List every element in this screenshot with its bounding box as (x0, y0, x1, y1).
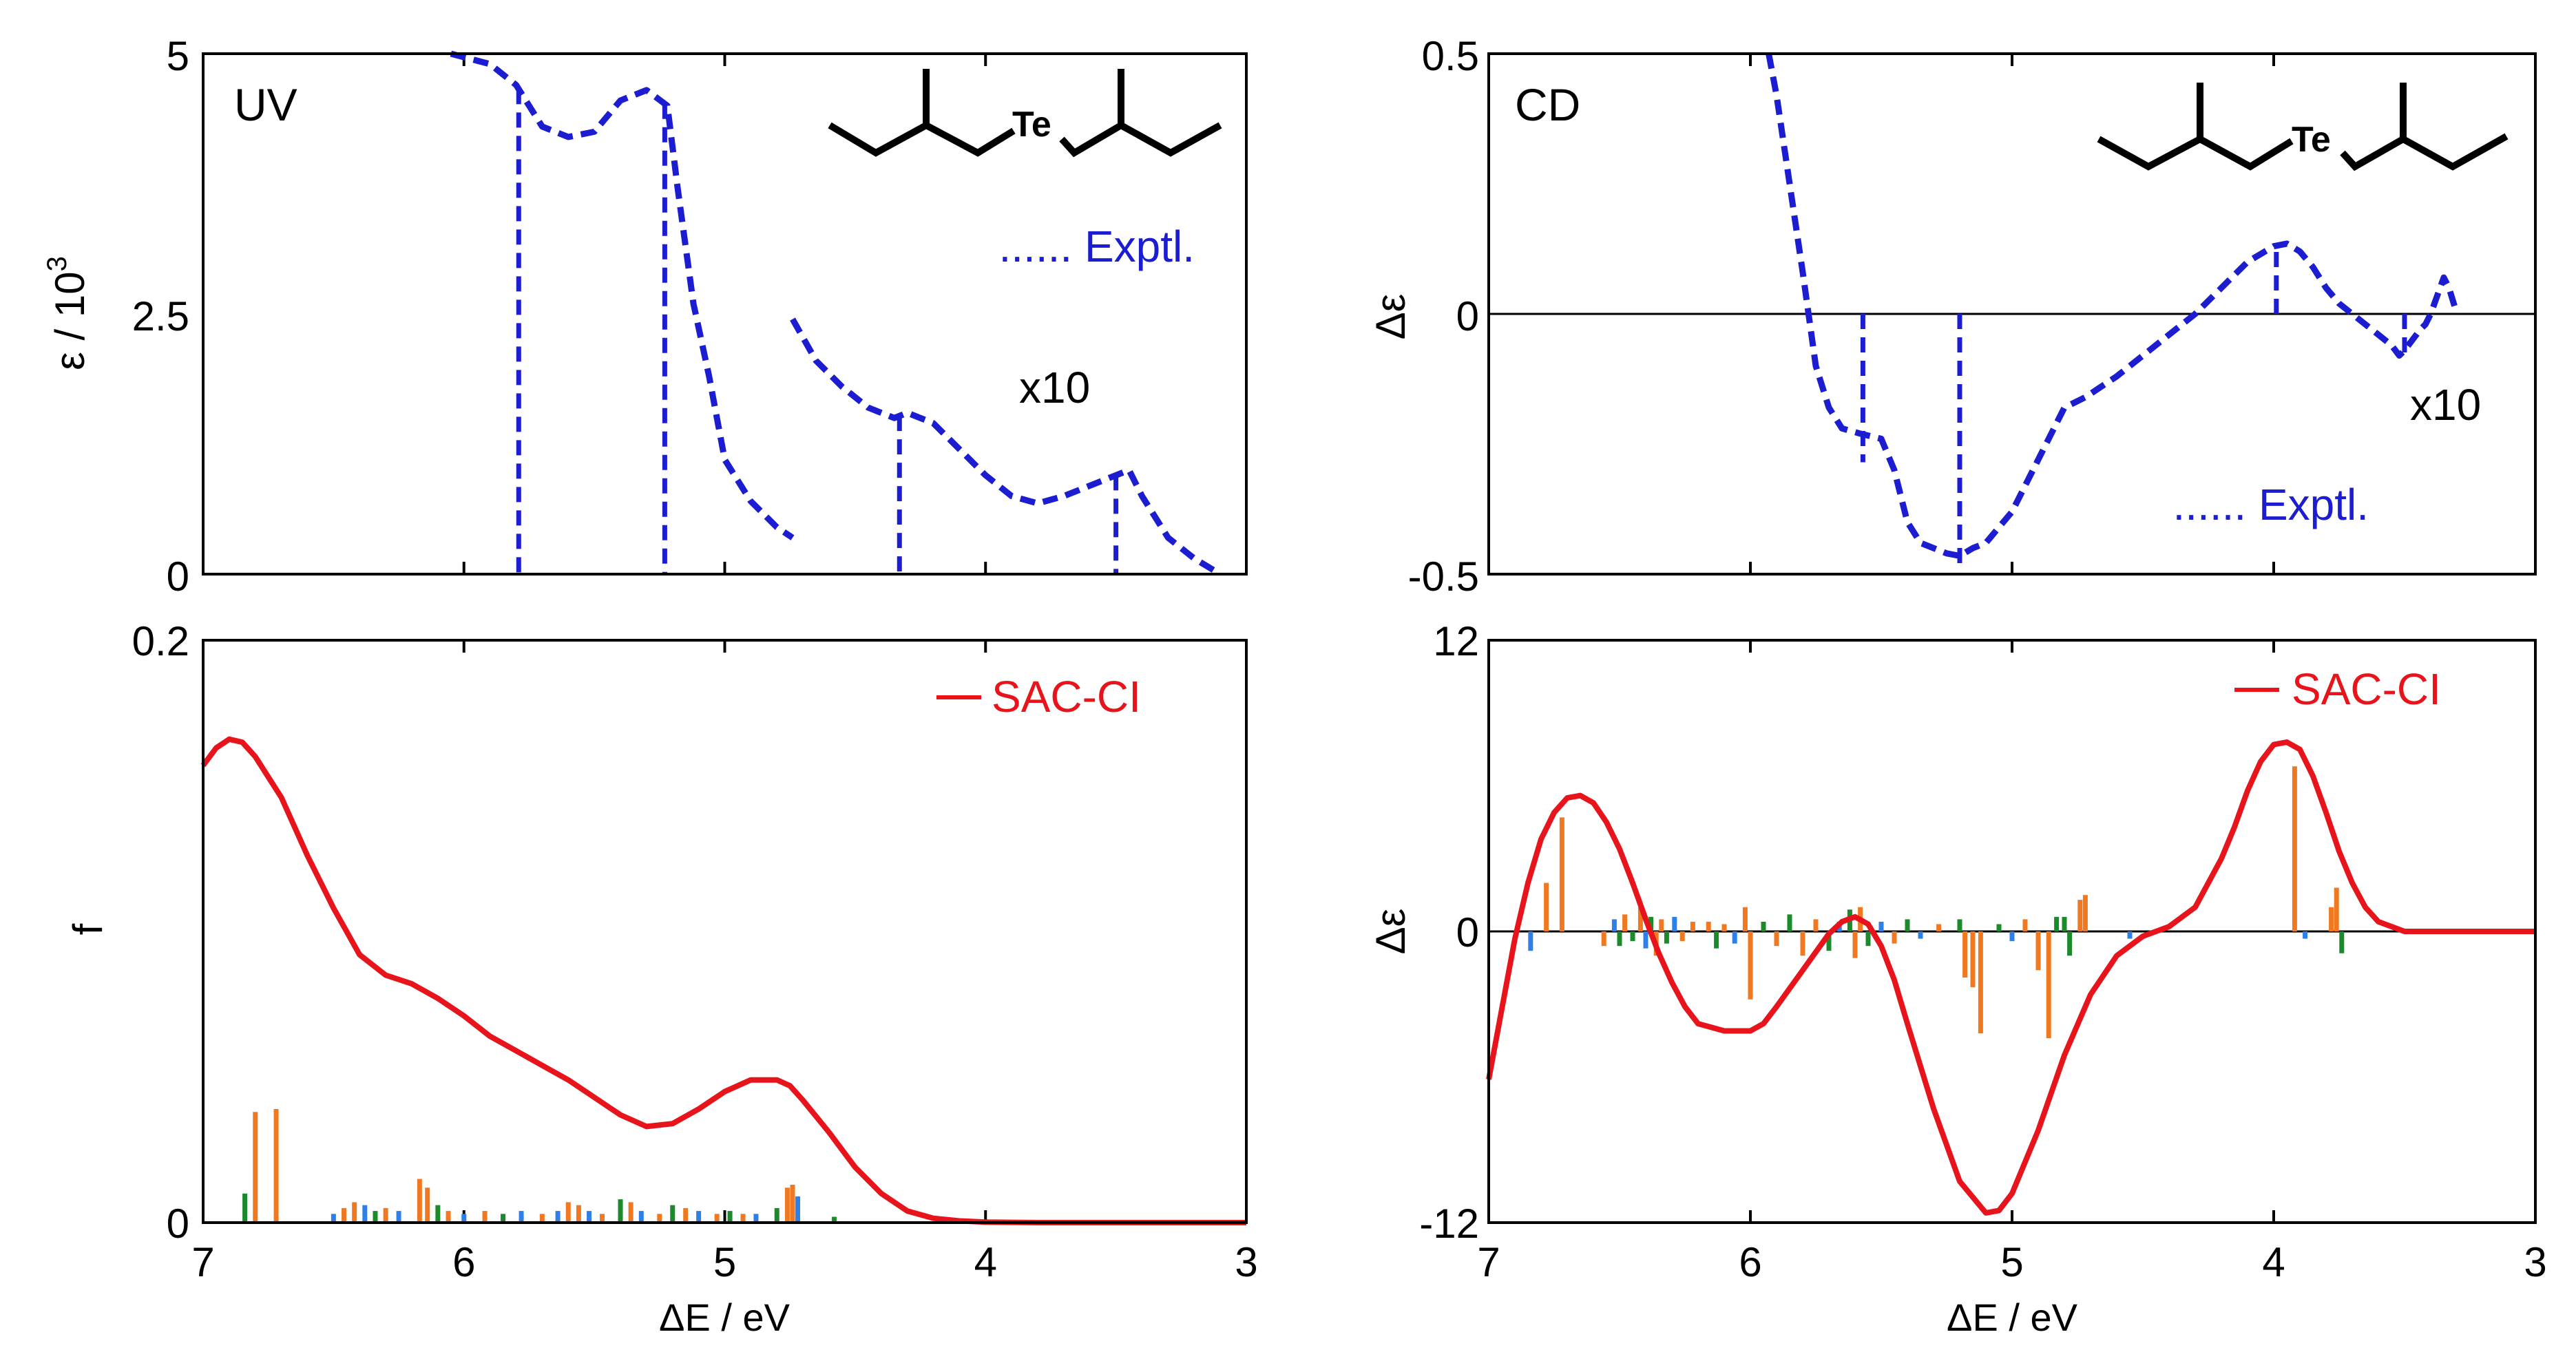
uv-sacci-ylabel: f (65, 923, 111, 935)
cd-sacci-panel: -12 0 12 Δε SAC-CI ΔE / eV (1368, 618, 2537, 1339)
uv-x10-annotation: x10 (1019, 363, 1090, 412)
uv-ytick-2.5: 2.5 (132, 293, 189, 339)
uv-sacci-ytick-0.2: 0.2 (132, 618, 189, 664)
xticks-right-7: 7 (1477, 1239, 1500, 1285)
cd-sacci-series-0 (1486, 739, 2535, 1216)
uv-ylabel: ε / 103 (42, 256, 93, 370)
cd-exptl-panel: CD -0.5 0 0.5 Δε ...... Exptl. x10 Te (1368, 33, 2537, 600)
xticks-left-7: 7 (191, 1239, 214, 1285)
xticks-left-6: 6 (452, 1239, 475, 1285)
cd-xlabel: ΔE / eV (1947, 1296, 2078, 1339)
uv-exptl-panel: UV 0 2.5 5 ε / 103 ...... Exptl. x10 Te (42, 33, 1248, 600)
xticks-right-5: 5 (2000, 1239, 2023, 1285)
cd-ytick-0.5: 0.5 (1422, 33, 1479, 79)
cd-sacci-ylabel: Δε (1368, 909, 1414, 955)
cd-sacci-frame (1487, 639, 2537, 1224)
cd-exptl-legend: ...... Exptl. (2172, 480, 2369, 529)
uv-xlabel: ΔE / eV (659, 1296, 790, 1339)
uv-exptl-frame (202, 52, 1248, 576)
cd-sacci-ytick--12: -12 (1419, 1201, 1479, 1247)
xticks-right-6: 6 (1739, 1239, 1761, 1285)
uv-sacci-ytick-0: 0 (167, 1201, 189, 1247)
uv-ytick-0: 0 (167, 553, 189, 600)
xticks-left-4: 4 (974, 1239, 997, 1285)
cd-panel-label: CD (1515, 79, 1580, 130)
cd-molecule-structure: Te (2097, 83, 2509, 171)
uv-exptl-series-1 (790, 317, 1222, 577)
uv-x-tick-labels: 7 6 5 4 3 (191, 1239, 1257, 1285)
uv-panel-label: UV (234, 79, 297, 130)
uv-sacci-panel: 0 0.2 f SAC-CI ΔE / eV (65, 618, 1248, 1339)
cd-sacci-legend: SAC-CI (2292, 664, 2441, 714)
uv-molecule-structure: Te (828, 69, 1222, 158)
cd-molecule-te-label: Te (2292, 120, 2331, 160)
xticks-right-3: 3 (2524, 1239, 2546, 1285)
cd-x10-annotation: x10 (2410, 380, 2481, 430)
uv-ytick-5: 5 (167, 33, 189, 79)
cd-ylabel: Δε (1368, 294, 1414, 340)
cd-ytick-0: 0 (1456, 293, 1479, 339)
cd-exptl-series-0 (1766, 53, 2460, 559)
cd-sacci-ytick-0: 0 (1456, 909, 1479, 956)
uv-sacci-series-0 (200, 736, 1246, 1225)
cd-ytick--0.5: -0.5 (1408, 553, 1479, 600)
xticks-left-3: 3 (1235, 1239, 1257, 1285)
cd-exptl-frame (1487, 52, 2537, 576)
uv-exptl-legend: ...... Exptl. (998, 222, 1195, 271)
xticks-right-4: 4 (2262, 1239, 2285, 1285)
uv-molecule-te-label: Te (1012, 105, 1051, 145)
uv-sacci-legend: SAC-CI (992, 672, 1141, 721)
xticks-left-5: 5 (713, 1239, 736, 1285)
cd-x-tick-labels: 7 6 5 4 3 (1477, 1239, 2546, 1285)
uv-exptl-series-0 (450, 50, 795, 540)
uv-sacci-frame (202, 639, 1248, 1224)
cd-sacci-ytick-12: 12 (1433, 618, 1479, 664)
